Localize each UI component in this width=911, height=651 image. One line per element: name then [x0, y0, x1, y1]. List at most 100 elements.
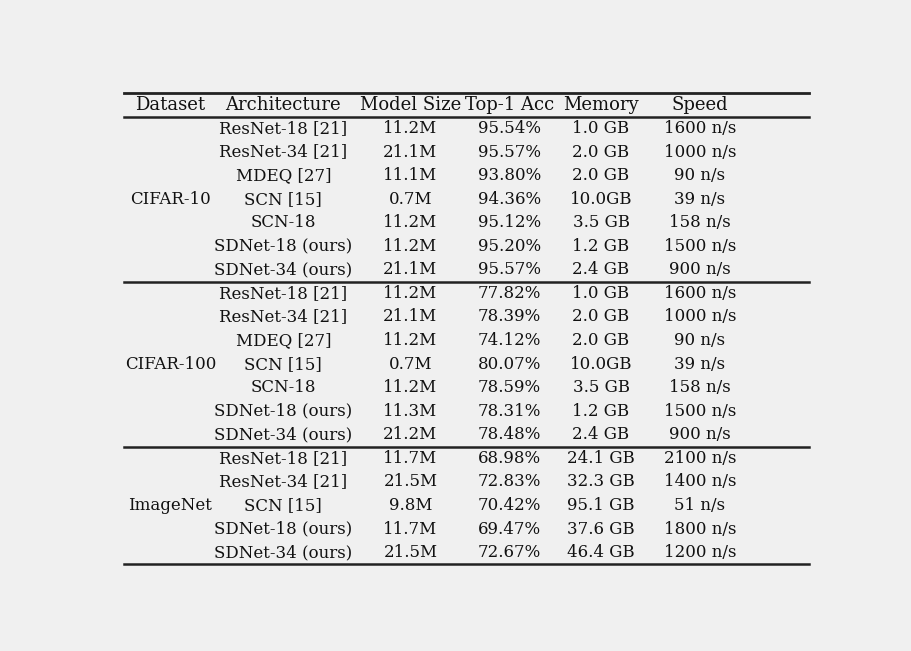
- Text: 37.6 GB: 37.6 GB: [568, 521, 635, 538]
- Text: 93.80%: 93.80%: [477, 167, 541, 184]
- Text: 39 n/s: 39 n/s: [674, 191, 725, 208]
- Text: ImageNet: ImageNet: [128, 497, 212, 514]
- Text: ResNet-18 [21]: ResNet-18 [21]: [220, 120, 347, 137]
- Text: SDNet-18 (ours): SDNet-18 (ours): [214, 238, 353, 255]
- Text: Model Size: Model Size: [360, 96, 461, 114]
- Text: 900 n/s: 900 n/s: [669, 426, 731, 443]
- Text: 1.2 GB: 1.2 GB: [572, 238, 630, 255]
- Text: 21.5M: 21.5M: [384, 473, 437, 490]
- Text: Dataset: Dataset: [136, 96, 205, 114]
- Text: 78.31%: 78.31%: [477, 403, 541, 420]
- Text: 21.5M: 21.5M: [384, 544, 437, 561]
- Text: ResNet-18 [21]: ResNet-18 [21]: [220, 285, 347, 302]
- Text: 72.67%: 72.67%: [477, 544, 541, 561]
- Text: SCN [15]: SCN [15]: [244, 191, 322, 208]
- Text: 11.7M: 11.7M: [384, 521, 437, 538]
- Text: 158 n/s: 158 n/s: [669, 214, 731, 231]
- Text: ResNet-34 [21]: ResNet-34 [21]: [220, 144, 347, 161]
- Text: 24.1 GB: 24.1 GB: [568, 450, 635, 467]
- Text: 2.0 GB: 2.0 GB: [572, 144, 630, 161]
- Text: 11.3M: 11.3M: [384, 403, 437, 420]
- Text: 21.2M: 21.2M: [384, 426, 437, 443]
- Text: 3.5 GB: 3.5 GB: [572, 214, 630, 231]
- Text: MDEQ [27]: MDEQ [27]: [236, 167, 331, 184]
- Text: 32.3 GB: 32.3 GB: [568, 473, 635, 490]
- Text: 11.2M: 11.2M: [384, 238, 437, 255]
- Text: 10.0GB: 10.0GB: [569, 191, 632, 208]
- Text: SDNet-34 (ours): SDNet-34 (ours): [214, 426, 353, 443]
- Text: 11.2M: 11.2M: [384, 120, 437, 137]
- Text: 51 n/s: 51 n/s: [674, 497, 725, 514]
- Text: 0.7M: 0.7M: [389, 191, 432, 208]
- Text: Architecture: Architecture: [226, 96, 341, 114]
- Text: SDNet-18 (ours): SDNet-18 (ours): [214, 403, 353, 420]
- Text: SCN [15]: SCN [15]: [244, 497, 322, 514]
- Text: 77.82%: 77.82%: [477, 285, 541, 302]
- Text: ResNet-34 [21]: ResNet-34 [21]: [220, 309, 347, 326]
- Text: 68.98%: 68.98%: [477, 450, 541, 467]
- Text: 2100 n/s: 2100 n/s: [663, 450, 736, 467]
- Text: 46.4 GB: 46.4 GB: [568, 544, 635, 561]
- Text: 10.0GB: 10.0GB: [569, 355, 632, 372]
- Text: 21.1M: 21.1M: [384, 309, 437, 326]
- Text: ResNet-34 [21]: ResNet-34 [21]: [220, 473, 347, 490]
- Text: CIFAR-100: CIFAR-100: [125, 355, 216, 372]
- Text: 3.5 GB: 3.5 GB: [572, 379, 630, 396]
- Text: 39 n/s: 39 n/s: [674, 355, 725, 372]
- Text: 70.42%: 70.42%: [477, 497, 541, 514]
- Text: 11.1M: 11.1M: [384, 167, 437, 184]
- Text: 21.1M: 21.1M: [384, 144, 437, 161]
- Text: 2.0 GB: 2.0 GB: [572, 332, 630, 349]
- Text: 2.4 GB: 2.4 GB: [572, 261, 630, 279]
- Text: 69.47%: 69.47%: [477, 521, 541, 538]
- Text: 9.8M: 9.8M: [389, 497, 432, 514]
- Text: 1000 n/s: 1000 n/s: [663, 309, 736, 326]
- Text: SDNet-34 (ours): SDNet-34 (ours): [214, 544, 353, 561]
- Text: SDNet-34 (ours): SDNet-34 (ours): [214, 261, 353, 279]
- Text: 95.12%: 95.12%: [477, 214, 541, 231]
- Text: 95.57%: 95.57%: [477, 144, 541, 161]
- Text: 900 n/s: 900 n/s: [669, 261, 731, 279]
- Text: 2.0 GB: 2.0 GB: [572, 309, 630, 326]
- Text: 11.2M: 11.2M: [384, 332, 437, 349]
- Text: 1.0 GB: 1.0 GB: [572, 285, 630, 302]
- Text: 78.48%: 78.48%: [477, 426, 541, 443]
- Text: 1400 n/s: 1400 n/s: [663, 473, 736, 490]
- Text: 95.54%: 95.54%: [477, 120, 541, 137]
- Text: 158 n/s: 158 n/s: [669, 379, 731, 396]
- Text: MDEQ [27]: MDEQ [27]: [236, 332, 331, 349]
- Text: 11.7M: 11.7M: [384, 450, 437, 467]
- Text: SDNet-18 (ours): SDNet-18 (ours): [214, 521, 353, 538]
- Text: 1000 n/s: 1000 n/s: [663, 144, 736, 161]
- Text: 95.57%: 95.57%: [477, 261, 541, 279]
- Text: 95.20%: 95.20%: [477, 238, 541, 255]
- Text: 11.2M: 11.2M: [384, 285, 437, 302]
- Text: 72.83%: 72.83%: [477, 473, 541, 490]
- Text: SCN-18: SCN-18: [251, 214, 316, 231]
- Text: 11.2M: 11.2M: [384, 379, 437, 396]
- Text: 2.4 GB: 2.4 GB: [572, 426, 630, 443]
- Text: 1500 n/s: 1500 n/s: [664, 238, 736, 255]
- Text: ResNet-18 [21]: ResNet-18 [21]: [220, 450, 347, 467]
- Text: 2.0 GB: 2.0 GB: [572, 167, 630, 184]
- Text: 1600 n/s: 1600 n/s: [664, 120, 736, 137]
- Text: 1.2 GB: 1.2 GB: [572, 403, 630, 420]
- Text: 90 n/s: 90 n/s: [674, 332, 725, 349]
- Text: 80.07%: 80.07%: [477, 355, 541, 372]
- Text: 90 n/s: 90 n/s: [674, 167, 725, 184]
- Text: Memory: Memory: [563, 96, 639, 114]
- Text: 1.0 GB: 1.0 GB: [572, 120, 630, 137]
- Text: 78.39%: 78.39%: [477, 309, 541, 326]
- Text: 21.1M: 21.1M: [384, 261, 437, 279]
- Text: 1600 n/s: 1600 n/s: [664, 285, 736, 302]
- Text: SCN-18: SCN-18: [251, 379, 316, 396]
- Text: Speed: Speed: [671, 96, 728, 114]
- Text: 94.36%: 94.36%: [477, 191, 541, 208]
- Text: 1500 n/s: 1500 n/s: [664, 403, 736, 420]
- Text: 74.12%: 74.12%: [477, 332, 541, 349]
- Text: CIFAR-10: CIFAR-10: [130, 191, 210, 208]
- Text: 1200 n/s: 1200 n/s: [663, 544, 736, 561]
- Text: 0.7M: 0.7M: [389, 355, 432, 372]
- Text: SCN [15]: SCN [15]: [244, 355, 322, 372]
- Text: 11.2M: 11.2M: [384, 214, 437, 231]
